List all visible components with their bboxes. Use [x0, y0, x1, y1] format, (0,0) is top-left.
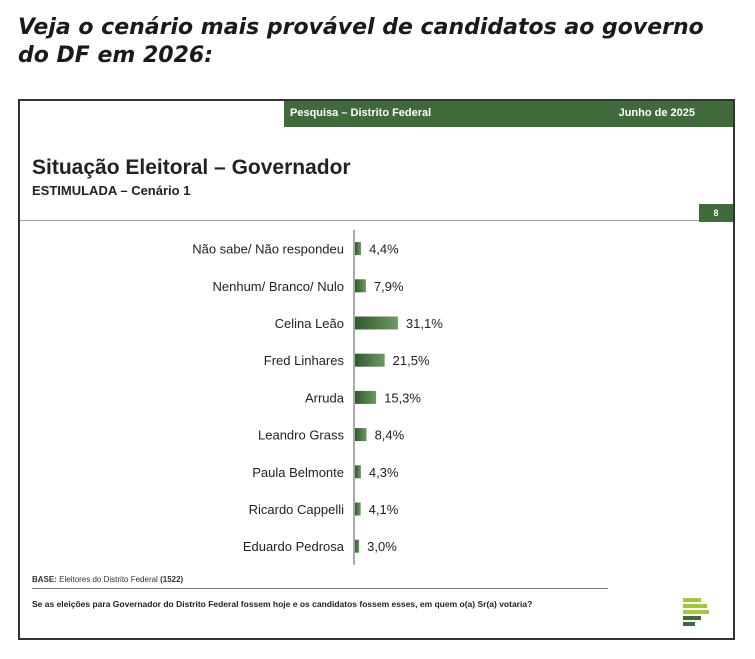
category-label: Paula Belmonte [252, 465, 344, 480]
chart-slide: Pesquisa – Distrito Federal Junho de 202… [18, 99, 735, 640]
category-label: Leandro Grass [258, 428, 344, 443]
category-label: Ricardo Cappelli [249, 502, 344, 517]
survey-label: Pesquisa – Distrito Federal [290, 107, 432, 119]
article-headline: Veja o cenário mais provável de candidat… [18, 15, 704, 68]
bar [355, 353, 385, 367]
category-label: Eduardo Pedrosa [243, 539, 345, 554]
category-label: Celina Leão [275, 316, 344, 331]
bar [355, 316, 398, 330]
bar [355, 539, 360, 553]
bar [355, 465, 361, 479]
date-label: Junho de 2025 [618, 107, 695, 119]
base-text: Eleitores do Distrito Federal [59, 575, 158, 584]
bar [355, 279, 366, 293]
bar [355, 390, 377, 404]
bar-chart-svg: Não sabe/ Não respondeu 4,4% Nenhum/ Branc… [192, 230, 443, 565]
base-note: BASE: Eleitores do Distrito Federal (152… [32, 575, 183, 584]
data-label: 8,4% [375, 428, 405, 443]
category-label: Fred Linhares [264, 353, 345, 368]
bar [355, 242, 362, 256]
survey-question: Se as eleições para Governador do Distri… [32, 599, 533, 609]
footer-divider [32, 588, 608, 589]
bar [355, 502, 361, 516]
data-label: 4,4% [369, 242, 399, 257]
data-label: 21,5% [393, 353, 430, 368]
page-number-badge: 8 [699, 204, 733, 222]
header-divider [20, 220, 701, 221]
category-label: Arruda [305, 390, 345, 405]
data-label: 7,9% [374, 279, 404, 294]
report-header-bar: Pesquisa – Distrito Federal Junho de 202… [284, 101, 733, 127]
chart-subtitle: ESTIMULADA – Cenário 1 [32, 183, 191, 198]
bar [355, 428, 367, 442]
data-label: 3,0% [367, 539, 397, 554]
category-label: Nenhum/ Branco/ Nulo [212, 279, 344, 294]
data-label: 31,1% [406, 316, 443, 331]
institute-logo-icon [683, 598, 709, 626]
bar-chart: Não sabe/ Não respondeu 4,4% Nenhum/ Branc… [20, 226, 733, 571]
chart-title: Situação Eleitoral – Governador [32, 156, 351, 179]
data-label: 4,3% [369, 465, 399, 480]
base-label: BASE: [32, 575, 57, 584]
category-label: Não sabe/ Não respondeu [192, 242, 344, 257]
base-count: (1522) [160, 575, 184, 584]
data-label: 4,1% [369, 502, 399, 517]
data-label: 15,3% [384, 390, 421, 405]
